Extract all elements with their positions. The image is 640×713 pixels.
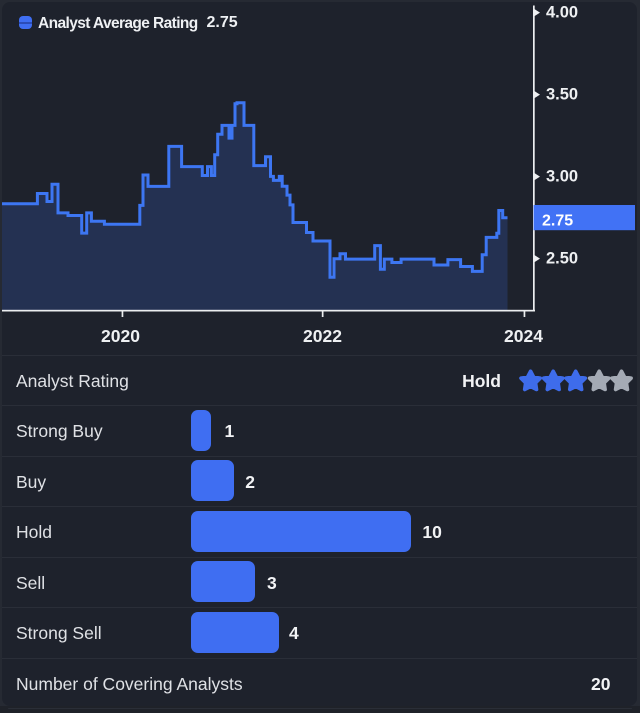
svg-text:2.75: 2.75	[542, 212, 573, 229]
